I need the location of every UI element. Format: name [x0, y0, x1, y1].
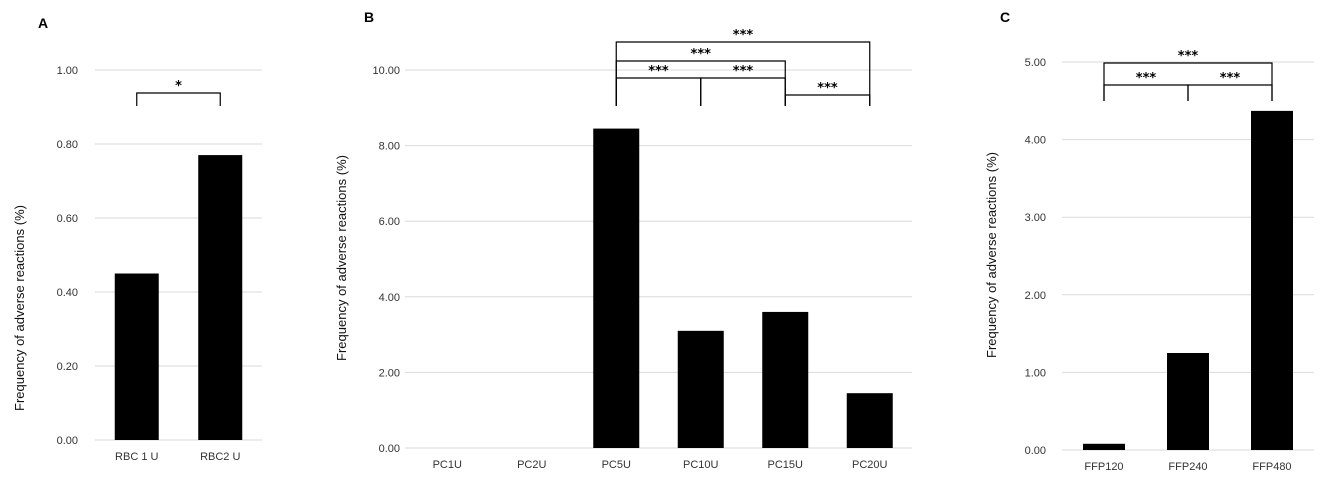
significance-label: ***	[691, 47, 712, 62]
y-tick-label: 8.00	[379, 141, 400, 153]
x-tick-label: FFP480	[1252, 461, 1291, 473]
y-axis-label-b: Frequency of adverse reactions (%)	[334, 155, 349, 361]
y-tick-label: 0.80	[57, 139, 78, 151]
significance-label: *	[175, 79, 182, 94]
significance-bracket	[615, 41, 871, 106]
significance-label: ***	[1220, 71, 1241, 86]
significance-bracket	[136, 92, 221, 106]
significance-label: ***	[648, 64, 669, 79]
y-tick-label: 1.00	[57, 65, 78, 77]
bar	[1167, 353, 1209, 450]
y-tick-label: 10.00	[372, 65, 400, 77]
y-tick-label: 0.00	[57, 435, 78, 447]
y-tick-label: 5.00	[1025, 57, 1046, 69]
significance-label: ***	[817, 81, 838, 96]
y-tick-label: 4.00	[1025, 135, 1046, 147]
significance-label: ***	[1178, 49, 1199, 64]
y-axis-label-c: Frequency of adverse reactions (%)	[984, 152, 999, 358]
bar	[114, 273, 159, 440]
x-tick-label: PC20U	[852, 459, 888, 471]
x-tick-label: PC1U	[433, 459, 462, 471]
y-tick-label: 0.60	[57, 213, 78, 225]
significance-label: ***	[733, 28, 754, 43]
y-tick-label: 1.00	[1025, 367, 1046, 379]
x-tick-label: PC10U	[683, 459, 719, 471]
x-tick-label: PC2U	[517, 459, 546, 471]
significance-bracket	[784, 94, 871, 106]
y-tick-label: 0.00	[1025, 445, 1046, 457]
y-axis-label-a: Frequency of adverse reactions (%)	[12, 205, 27, 411]
bar	[677, 330, 724, 448]
bar	[593, 128, 640, 448]
x-tick-label: FFP120	[1084, 461, 1123, 473]
significance-label: ***	[733, 64, 754, 79]
significance-bracket	[1187, 84, 1273, 101]
bar	[198, 155, 243, 440]
x-tick-label: FFP240	[1168, 461, 1207, 473]
bar	[762, 311, 809, 448]
y-tick-label: 4.00	[379, 292, 400, 304]
y-tick-label: 2.00	[1025, 290, 1046, 302]
y-tick-label: 0.40	[57, 287, 78, 299]
panel-c-plot: 0.00 1.00 2.00 3.00 4.00 5.00 FFP120 FFP240 FFP4…	[1025, 49, 1314, 473]
x-tick-label: PC5U	[602, 459, 631, 471]
bar	[846, 393, 893, 448]
significance-bracket	[1103, 84, 1189, 101]
panel-label-c: C	[1000, 9, 1010, 25]
significance-bracket	[615, 77, 702, 106]
x-tick-label: RBC2 U	[200, 451, 240, 463]
x-tick-label: PC15U	[768, 459, 804, 471]
y-tick-label: 2.00	[379, 367, 400, 379]
panel-label-a: A	[38, 15, 48, 31]
bar	[1083, 443, 1125, 450]
significance-label: ***	[1136, 71, 1157, 86]
significance-bracket	[1103, 62, 1273, 101]
y-tick-label: 3.00	[1025, 212, 1046, 224]
y-tick-label: 6.00	[379, 216, 400, 228]
panel-b-plot: 0.00 2.00 4.00 6.00 8.00 10.00 PC1U PC2U PC5U PC1…	[372, 28, 912, 471]
x-tick-label: RBC 1 U	[115, 451, 158, 463]
panel-label-b: B	[364, 9, 374, 25]
y-tick-label: 0.00	[379, 443, 400, 455]
y-tick-label: 0.20	[57, 361, 78, 373]
significance-bracket	[700, 77, 786, 106]
bar	[1251, 110, 1293, 450]
panel-a-plot: 0.00 0.20 0.40 0.60 0.80 1.00 RBC 1 U RBC2 U *	[57, 65, 262, 463]
